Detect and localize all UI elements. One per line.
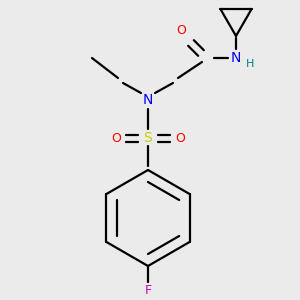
Text: N: N xyxy=(231,51,241,65)
Text: S: S xyxy=(144,131,152,145)
Text: O: O xyxy=(175,131,185,145)
Text: F: F xyxy=(144,284,152,296)
Text: O: O xyxy=(111,131,121,145)
Text: O: O xyxy=(176,23,186,37)
Text: H: H xyxy=(246,59,254,69)
Text: N: N xyxy=(143,93,153,107)
